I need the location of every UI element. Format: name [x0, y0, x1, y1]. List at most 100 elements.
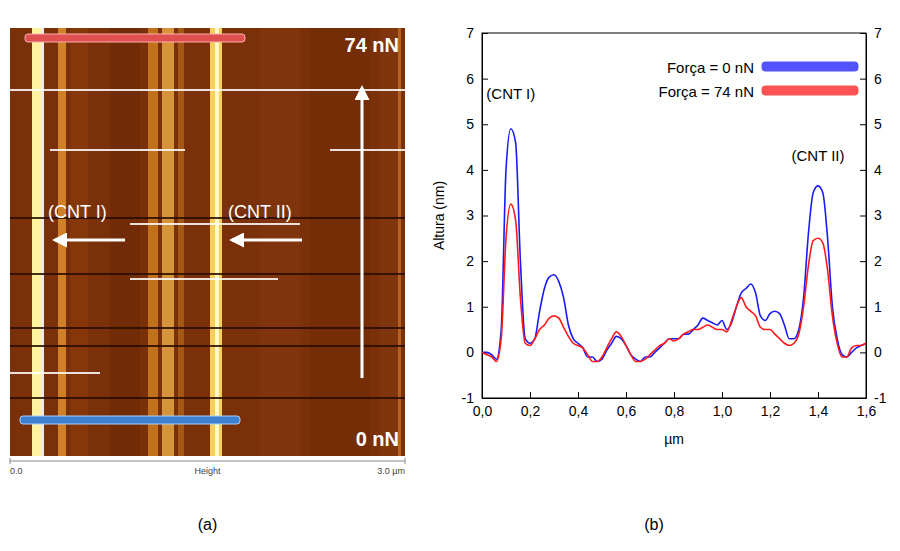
tick-label: 0,2 — [521, 403, 541, 419]
arrow — [55, 239, 125, 242]
legend-swatch — [762, 62, 858, 71]
afm-texture — [70, 28, 88, 456]
tick-label: 0,6 — [617, 403, 637, 419]
afm-stripe — [215, 28, 219, 456]
tick-mark — [482, 261, 488, 262]
afm-stripe — [398, 28, 401, 456]
tick-label: 4 — [874, 162, 882, 178]
tick: 2 — [466, 253, 488, 269]
tick-label: 1,2 — [761, 403, 781, 419]
afm-stripe — [32, 28, 41, 456]
chart-panel: 0,00,20,40,60,81,01,21,41,6-101234567-10… — [431, 25, 887, 447]
tick-label: 5 — [874, 116, 882, 132]
profile-marker — [25, 34, 245, 42]
scale-bar-label: 3.0 µm — [377, 466, 405, 476]
tick: 6 — [860, 71, 882, 87]
afm-scan-line — [10, 89, 405, 91]
tick-label: 7 — [874, 25, 882, 41]
tick-mark — [860, 398, 866, 399]
tick-mark — [722, 392, 723, 398]
afm-texture — [310, 28, 370, 456]
series-line — [482, 204, 866, 361]
legend-label: Força = 0 nN — [667, 59, 754, 76]
afm-label: 0 nN — [356, 428, 399, 450]
tick-mark — [674, 392, 675, 398]
tick: 0,8 — [665, 392, 685, 419]
tick-mark — [770, 392, 771, 398]
scale-bar — [10, 461, 405, 462]
afm-stripe — [148, 28, 158, 456]
plot-frame — [482, 33, 866, 398]
afm-scan-line — [330, 149, 405, 151]
y-axis: -101234567 — [462, 25, 488, 406]
afm-scan-line — [130, 278, 278, 280]
tick-label: 6 — [466, 71, 474, 87]
tick: 1,2 — [761, 392, 781, 419]
tick-label: 1 — [874, 299, 882, 315]
legend-label: Força = 74 nN — [659, 83, 754, 100]
afm-scan-line — [50, 149, 185, 151]
afm-scan-line — [10, 345, 405, 347]
figure: 74 nN0 nN(CNT I)(CNT II)0.0Height3.0 µm0… — [0, 0, 900, 551]
afm-label: (CNT II) — [228, 202, 292, 222]
tick: 3 — [466, 207, 488, 223]
tick-mark — [626, 392, 627, 398]
afm-scan-line — [10, 327, 405, 329]
tick-label: -1 — [462, 390, 475, 406]
series-line — [482, 129, 866, 362]
tick-mark — [860, 352, 866, 353]
tick: 7 — [860, 25, 882, 41]
scale-bar-tick — [405, 458, 406, 464]
afm-stripe — [58, 28, 66, 456]
tick: 1,4 — [809, 392, 829, 419]
tick: -1 — [462, 390, 488, 406]
legend-swatch — [762, 86, 858, 95]
tick-label: -1 — [874, 390, 887, 406]
afm-stripe — [178, 28, 184, 456]
afm-stripe — [210, 28, 222, 456]
panel-label: (b) — [644, 516, 664, 533]
tick-label: 0 — [874, 344, 882, 360]
tick-mark — [482, 33, 488, 34]
tick-mark — [482, 124, 488, 125]
tick-label: 1,4 — [809, 403, 829, 419]
afm-texture — [110, 28, 140, 456]
tick-mark — [860, 79, 866, 80]
afm-scan-line — [130, 223, 300, 225]
tick-label: 0,8 — [665, 403, 685, 419]
afm-background — [10, 28, 405, 456]
tick-label: 1,0 — [713, 403, 733, 419]
tick: 5 — [860, 116, 882, 132]
plot-marks — [482, 129, 866, 362]
tick: 4 — [860, 162, 882, 178]
x-axis-title: µm — [664, 431, 684, 447]
tick-mark — [818, 392, 819, 398]
tick: 0 — [860, 344, 882, 360]
tick-mark — [482, 398, 488, 399]
tick-mark — [860, 124, 866, 125]
afm-label: 74 nN — [345, 34, 399, 56]
tick-mark — [860, 216, 866, 217]
tick-label: 2 — [466, 253, 474, 269]
tick-mark — [860, 261, 866, 262]
tick-mark — [482, 307, 488, 308]
tick-label: 4 — [466, 162, 474, 178]
tick-mark — [482, 216, 488, 217]
tick-mark — [482, 79, 488, 80]
tick-label: 0,4 — [569, 403, 589, 419]
tick: -1 — [860, 390, 887, 406]
tick-mark — [860, 307, 866, 308]
scale-bar-tick — [10, 458, 11, 464]
legend: Força = 0 nN Força = 74 nN — [659, 59, 858, 100]
tick: 6 — [466, 71, 488, 87]
tick: 1 — [860, 299, 882, 315]
tick-label: 7 — [466, 25, 474, 41]
tick-label: 5 — [466, 116, 474, 132]
tick-mark — [860, 170, 866, 171]
tick-mark — [578, 392, 579, 398]
tick: 1 — [466, 299, 488, 315]
tick-label: 2 — [874, 253, 882, 269]
tick: 7 — [466, 25, 488, 41]
tick-mark — [860, 33, 866, 34]
y2-axis: -101234567 — [860, 25, 887, 406]
